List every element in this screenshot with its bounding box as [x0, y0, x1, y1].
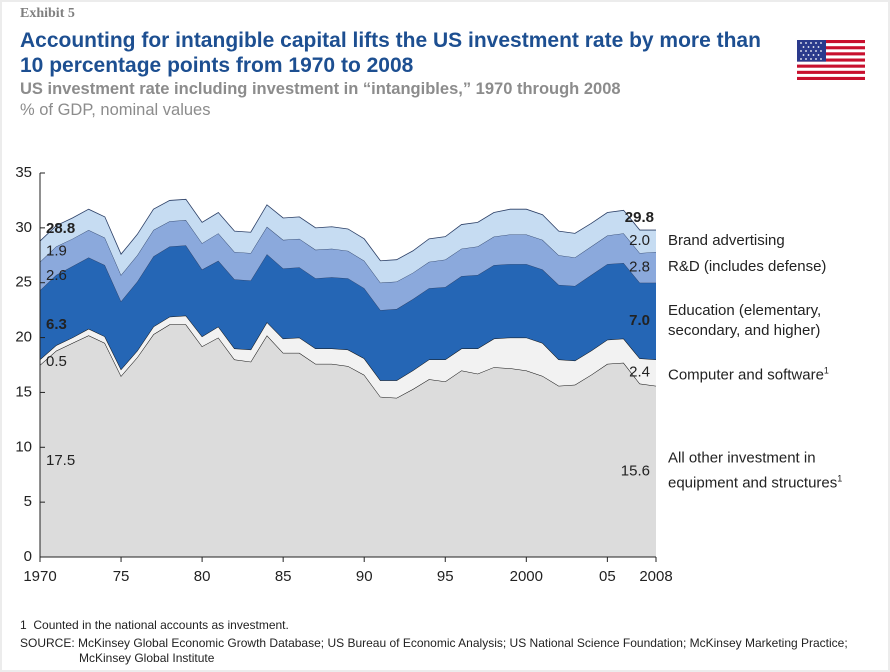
value-label: 2.4 — [629, 364, 650, 381]
area — [40, 245, 656, 381]
legend-label: Computer and software1 — [668, 360, 883, 385]
y-tick-label: 25 — [15, 274, 32, 291]
legend-text: Education (elementary, secondary, and hi… — [668, 302, 822, 340]
chart-title: Accounting for intangible capital lifts … — [20, 29, 761, 77]
total-label: 29.8 — [625, 209, 654, 226]
area — [40, 199, 656, 283]
x-tick-label: 95 — [437, 568, 454, 585]
footnote-ref: 1 — [823, 365, 829, 376]
x-tick-label: 2008 — [639, 568, 672, 585]
value-label: 7.0 — [629, 312, 650, 329]
source: SOURCE: McKinsey Global Economic Growth … — [20, 636, 848, 665]
footnote-text: Counted in the national accounts as inve… — [33, 618, 289, 632]
x-tick-label: 85 — [275, 568, 292, 585]
legend-label: Education (elementary, secondary, and hi… — [668, 301, 883, 341]
x-tick-label: 05 — [599, 568, 616, 585]
x-tick-label: 90 — [356, 568, 373, 585]
legend-label: Brand advertising — [668, 231, 883, 251]
y-tick-label: 5 — [24, 493, 32, 510]
value-label: 0.5 — [46, 353, 67, 370]
value-label: 1.9 — [46, 242, 67, 259]
total-label: 28.8 — [46, 220, 75, 237]
exhibit-label: Exhibit 5 — [20, 6, 75, 21]
x-tick-label: 80 — [194, 568, 211, 585]
area — [40, 315, 656, 398]
us-flag — [797, 40, 865, 80]
legend-text: R&D (includes defense) — [668, 258, 827, 276]
unit-label: % of GDP, nominal values — [20, 101, 211, 119]
x-tick-label: 2000 — [510, 568, 543, 585]
y-tick-label: 0 — [24, 548, 32, 565]
value-label: 6.3 — [46, 316, 67, 333]
y-tick-label: 35 — [15, 164, 32, 181]
chart-subtitle: US investment rate including investment … — [20, 80, 621, 98]
value-label: 15.6 — [621, 462, 650, 479]
area-edge — [39, 198, 656, 262]
x-tick-label: 75 — [113, 568, 130, 585]
legend-text: Computer and software — [668, 366, 824, 384]
x-tick-label: 1970 — [23, 568, 56, 585]
value-label: 2.8 — [629, 258, 650, 275]
value-label: 17.5 — [46, 452, 75, 469]
y-tick-label: 15 — [15, 383, 32, 400]
value-label: 2.0 — [629, 232, 650, 249]
area — [40, 324, 656, 557]
chart: 17.5 15.6 0.5 2.4 6.3 7.0 2.6 2.8 1.9 2.0 28.8 29.8… — [15, 164, 672, 585]
footnote: 1 Counted in the national accounts as in… — [20, 618, 289, 632]
legend-text: All other investment in equipment and st… — [668, 449, 838, 492]
y-tick-label: 30 — [15, 219, 32, 236]
footnote-marker: 1 — [20, 618, 27, 632]
area — [40, 220, 656, 311]
y-tick-label: 20 — [15, 329, 32, 346]
legend-text: Brand advertising — [668, 232, 785, 250]
legend-label: R&D (includes defense) — [668, 257, 883, 277]
value-label: 2.6 — [46, 267, 67, 284]
y-tick-label: 10 — [15, 438, 32, 455]
footnote-ref: 1 — [837, 473, 843, 484]
legend-label: All other investment in equipment and st… — [668, 449, 883, 494]
